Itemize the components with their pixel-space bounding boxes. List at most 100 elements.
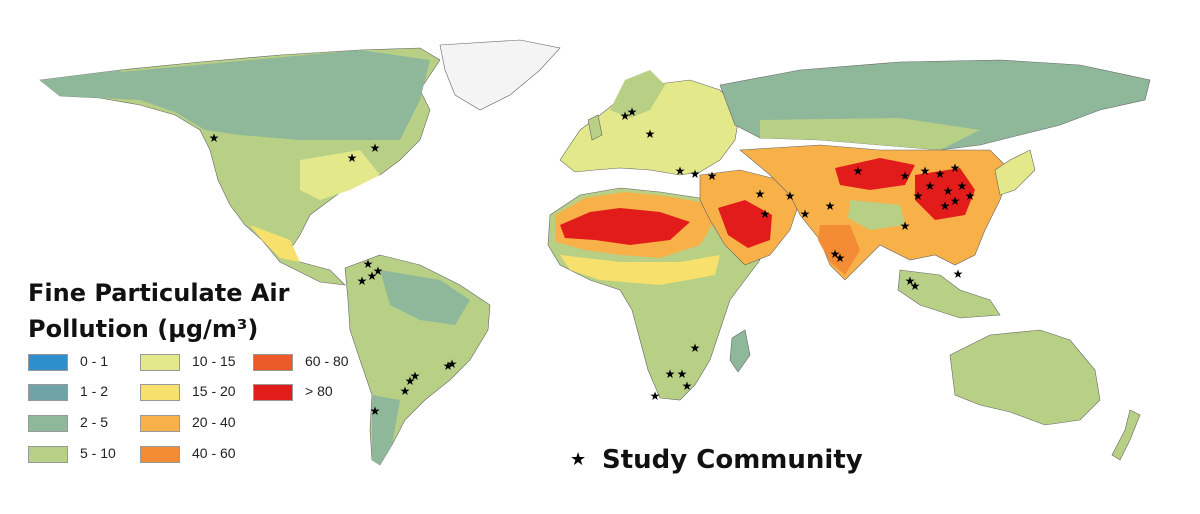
study-community-marker: ★	[690, 341, 701, 355]
legend-swatch	[140, 354, 180, 371]
europe	[559, 70, 741, 176]
legend-swatch	[140, 415, 180, 432]
study-community-marker: ★	[209, 131, 220, 145]
sahara-hotspot	[560, 208, 690, 245]
greenland	[439, 39, 561, 111]
study-community-marker: ★	[363, 257, 374, 271]
study-community-marker: ★	[910, 279, 921, 293]
legend-item: 0 - 1	[28, 352, 188, 374]
study-community-marker: ★	[900, 219, 911, 233]
study-community-marker: ★	[950, 161, 961, 175]
madagascar	[729, 329, 751, 373]
study-community-marker: ★	[940, 199, 951, 213]
study-community-marker: ★	[650, 389, 661, 403]
study-community-marker: ★	[400, 384, 411, 398]
study-community-marker: ★	[645, 127, 656, 141]
study-community-marker: ★	[835, 251, 846, 265]
legend-label: 2 - 5	[80, 414, 109, 430]
study-community-marker: ★	[373, 264, 384, 278]
legend-swatch	[140, 384, 180, 401]
study-community-marker: ★	[785, 189, 796, 203]
study-community-marker: ★	[953, 267, 964, 281]
study-community-marker: ★	[950, 194, 961, 208]
study-community-marker: ★	[665, 367, 676, 381]
study-community-marker: ★	[627, 105, 638, 119]
sahel-region	[560, 255, 720, 285]
study-community-marker: ★	[920, 164, 931, 178]
legend-swatch	[140, 446, 180, 463]
study-community-marker: ★	[620, 109, 631, 123]
oceania	[949, 329, 1141, 461]
africa	[547, 187, 761, 401]
legend-title: Fine Particulate Air Pollution (μg/m³)	[28, 275, 290, 347]
arabia-hotspot	[718, 200, 772, 248]
siberia-south-region	[760, 118, 980, 150]
south-america	[344, 254, 491, 466]
legend-item: 60 - 80	[253, 352, 413, 374]
amazon-region	[380, 270, 470, 325]
uk-island	[587, 114, 603, 141]
study-community-marker: ★	[905, 274, 916, 288]
southeast-asia-islands	[897, 269, 1001, 319]
legend-item: 15 - 20	[140, 382, 300, 404]
study-community-marker: ★	[913, 189, 924, 203]
tibet-region	[848, 200, 905, 230]
canada-region	[120, 50, 430, 140]
study-community-marker: ★	[367, 269, 378, 283]
australia-land	[949, 329, 1101, 426]
legend-item: 5 - 10	[28, 444, 188, 466]
legend-label: 0 - 1	[80, 353, 109, 369]
study-community-marker: ★	[853, 164, 864, 178]
study-community-marker: ★	[447, 357, 458, 371]
study-community-marker: ★	[900, 169, 911, 183]
study-community-marker: ★	[675, 164, 686, 178]
legend-title-line1: Fine Particulate Air	[28, 279, 290, 307]
study-community-label: Study Community	[602, 445, 863, 475]
study-community-marker: ★	[357, 274, 368, 288]
study-community-marker: ★	[825, 199, 836, 213]
study-community-marker: ★	[760, 207, 771, 221]
study-community-marker: ★	[677, 367, 688, 381]
legend-item: 2 - 5	[28, 413, 188, 435]
north-asia	[719, 59, 1151, 151]
scandinavia-region	[610, 70, 665, 118]
legend-label: 15 - 20	[192, 383, 236, 399]
north-america	[39, 39, 561, 286]
study-community-marker: ★	[830, 247, 841, 261]
east-china-hotspot	[915, 168, 975, 220]
study-community-markers: ★★★★★★★★★★★★★★★★★ ★ ★★★★★★★★★ ★★★★★★★★★ ★★★★…	[209, 105, 976, 418]
legend-label: 40 - 60	[192, 445, 236, 461]
study-community-marker: ★	[957, 179, 968, 193]
legend-label: 1 - 2	[80, 383, 109, 399]
new-zealand	[1111, 409, 1141, 461]
asia	[699, 144, 1036, 319]
study-community-marker: ★	[682, 379, 693, 393]
study-community-marker: ★	[347, 151, 358, 165]
legend-item: 40 - 60	[140, 444, 300, 466]
study-community-marker: ★	[965, 189, 976, 203]
study-community-marker: ★	[943, 184, 954, 198]
legend-label: 5 - 10	[80, 445, 116, 461]
legend-label: 20 - 40	[192, 414, 236, 430]
study-community-marker: ★	[370, 404, 381, 418]
andes-south-region	[372, 395, 400, 465]
legend-label: > 80	[305, 383, 333, 399]
korea-japan	[994, 149, 1036, 196]
study-community-marker: ★	[405, 374, 416, 388]
study-community-marker: ★	[800, 207, 811, 221]
legend-item: 10 - 15	[140, 352, 300, 374]
legend-item: > 80	[253, 382, 413, 404]
legend-swatch	[28, 354, 68, 371]
study-community-marker: ★	[410, 369, 421, 383]
legend-swatch	[28, 384, 68, 401]
legend-label: 60 - 80	[305, 353, 349, 369]
legend-swatch	[253, 354, 293, 371]
star-icon: ★	[570, 449, 587, 470]
india-region	[818, 225, 860, 275]
study-community-marker: ★	[755, 187, 766, 201]
study-community-marker: ★	[707, 169, 718, 183]
study-community-marker: ★	[690, 167, 701, 181]
legend-swatch	[28, 415, 68, 432]
legend-swatch	[253, 384, 293, 401]
